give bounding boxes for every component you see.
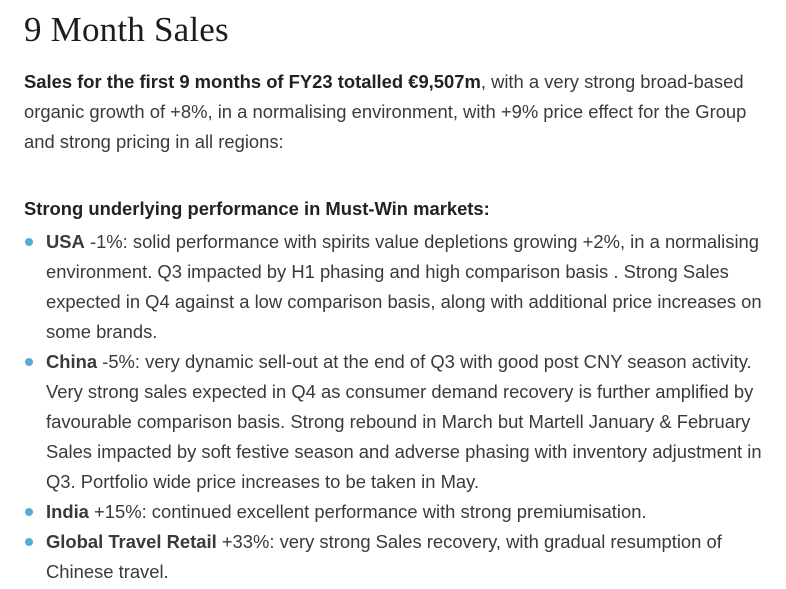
bullet-icon [25,538,33,546]
intro-highlight: Sales for the first 9 months of FY23 tot… [24,71,481,92]
market-name: USA [46,231,85,252]
market-text: -1%: solid performance with spirits valu… [46,231,762,342]
intro-text: , with a very strong broad-based organic… [24,71,747,152]
bullet-icon [25,508,33,516]
market-text: +15%: continued excellent performance wi… [88,501,647,522]
list-item-usa: USA -1%: solid performance with spirits … [24,227,776,347]
market-text: -5%: very dynamic sell-out at the end of… [46,351,762,492]
market-name: China [46,351,98,372]
market-name: Global Travel Retail [46,531,217,552]
page-title: 9 Month Sales [24,10,229,49]
bullet-icon [25,238,33,246]
market-text: +33%: very strong Sales recovery, with g… [46,531,722,582]
section-subheading: Strong underlying performance in Must-Wi… [24,198,490,219]
list-item-china: China -5%: very dynamic sell-out at the … [24,347,776,497]
intro-paragraph: Sales for the first 9 months of FY23 tot… [24,67,776,157]
market-name: India [46,501,89,522]
bullet-icon [25,358,33,366]
list-item-india: India +15%: continued excellent performa… [24,497,776,527]
list-item-global-travel-retail: Global Travel Retail +33%: very strong S… [24,527,776,587]
market-list: USA -1%: solid performance with spirits … [24,227,776,587]
